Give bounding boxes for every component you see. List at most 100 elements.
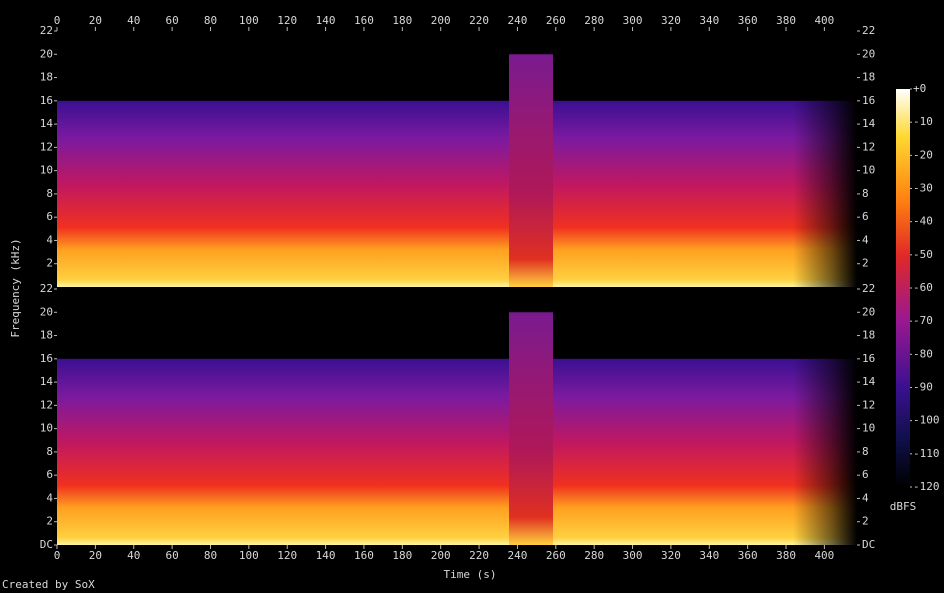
x-tick-label: 240 xyxy=(507,549,527,562)
x-tick-label: 300 xyxy=(623,549,643,562)
colorbar-tick-label: -20 xyxy=(913,148,933,161)
y-tick-label-right: 22 xyxy=(862,282,875,295)
y-tick-label: 18 xyxy=(40,71,53,84)
x-tick-label-top: 120 xyxy=(277,14,297,27)
x-tick-label: 160 xyxy=(354,549,374,562)
spectrogram-body xyxy=(57,358,857,545)
y-tick-label: 22 xyxy=(40,282,53,295)
y-tick-label-right: 10 xyxy=(862,422,875,435)
y-tick-label-right: 2 xyxy=(862,257,869,270)
y-tick-label-right: 4 xyxy=(862,233,869,246)
colorbar-tick-label: -120 xyxy=(913,480,940,493)
colorbar-tick-label: -110 xyxy=(913,447,940,460)
colorbar-tick-label: -30 xyxy=(913,182,933,195)
x-tick-label: 320 xyxy=(661,549,681,562)
colorbar-tick-label: -90 xyxy=(913,381,933,394)
y-tick-label: 4 xyxy=(46,233,53,246)
x-tick-label: 180 xyxy=(392,549,412,562)
x-tick-label: 20 xyxy=(89,549,102,562)
colorbar-tick-label: -80 xyxy=(913,347,933,360)
colorbar-tick-label: -100 xyxy=(913,414,940,427)
y-tick-label: 22 xyxy=(40,24,53,37)
y-tick-label: 16 xyxy=(40,352,53,365)
x-tick-label: 280 xyxy=(584,549,604,562)
spectrogram-burst xyxy=(509,54,553,287)
x-tick-label: 100 xyxy=(239,549,259,562)
y-tick-label-right: 20 xyxy=(862,47,875,60)
y-tick-label: 2 xyxy=(46,515,53,528)
y-tick-label-right: 20 xyxy=(862,305,875,318)
y-tick-label: 20 xyxy=(40,305,53,318)
y-tick-label: 20 xyxy=(40,47,53,60)
y-tick-label-right: 14 xyxy=(862,375,876,388)
x-tick-label-top: 220 xyxy=(469,14,489,27)
colorbar-tick-label: -70 xyxy=(913,314,933,327)
x-tick-label: 140 xyxy=(316,549,336,562)
x-tick-label: 220 xyxy=(469,549,489,562)
x-tick-label: 40 xyxy=(127,549,140,562)
x-tick-label-top: 0 xyxy=(54,14,61,27)
y-tick-label: 14 xyxy=(40,375,54,388)
x-tick-label-top: 400 xyxy=(814,14,834,27)
colorbar-tick-label: -10 xyxy=(913,115,933,128)
y-tick-label-right: 16 xyxy=(862,352,875,365)
y-tick-label: 6 xyxy=(46,468,53,481)
x-tick-label-top: 260 xyxy=(546,14,566,27)
x-tick-label: 360 xyxy=(738,549,758,562)
x-tick-label: 380 xyxy=(776,549,796,562)
colorbar-label: dBFS xyxy=(890,500,917,513)
y-tick-label: 12 xyxy=(40,140,53,153)
y-tick-label-right: 2 xyxy=(862,515,869,528)
x-tick-label: 80 xyxy=(204,549,217,562)
x-tick-label-top: 380 xyxy=(776,14,796,27)
colorbar-tick-label: -50 xyxy=(913,248,933,261)
y-tick-label-right: 8 xyxy=(862,187,869,200)
y-tick-label-right: 4 xyxy=(862,491,869,504)
y-tick-label: 16 xyxy=(40,94,53,107)
x-tick-label: 200 xyxy=(431,549,451,562)
x-tick-label-top: 320 xyxy=(661,14,681,27)
colorbar xyxy=(896,89,910,487)
y-tick-label-right: 16 xyxy=(862,94,875,107)
y-tick-label-right: 14 xyxy=(862,117,876,130)
x-tick-label-top: 360 xyxy=(738,14,758,27)
x-tick-label-top: 340 xyxy=(699,14,719,27)
y-tick-label-right: 12 xyxy=(862,398,875,411)
y-tick-label-right: DC xyxy=(862,538,875,551)
x-tick-label-top: 80 xyxy=(204,14,217,27)
y-tick-label: DC xyxy=(40,538,53,551)
x-tick-label-top: 20 xyxy=(89,14,102,27)
y-tick-label: 6 xyxy=(46,210,53,223)
y-tick-label: 8 xyxy=(46,187,53,200)
y-tick-label-right: 22 xyxy=(862,24,875,37)
x-tick-label: 260 xyxy=(546,549,566,562)
y-tick-label-right: 18 xyxy=(862,71,875,84)
x-tick-label-top: 60 xyxy=(165,14,178,27)
y-tick-label-right: 8 xyxy=(862,445,869,458)
x-tick-label-top: 100 xyxy=(239,14,259,27)
y-tick-label-right: 6 xyxy=(862,468,869,481)
spectrogram-burst xyxy=(509,312,553,545)
credit: Created by SoX xyxy=(2,578,95,591)
x-tick-label-top: 140 xyxy=(316,14,336,27)
x-tick-label: 120 xyxy=(277,549,297,562)
x-tick-label: 0 xyxy=(54,549,61,562)
x-axis-label: Time (s) xyxy=(444,568,497,581)
spectrogram-fade xyxy=(793,289,857,545)
y-tick-label: 4 xyxy=(46,491,53,504)
colorbar-tick-label: -60 xyxy=(913,281,933,294)
x-tick-label-top: 160 xyxy=(354,14,374,27)
spectrogram-fade xyxy=(793,31,857,287)
x-tick-label: 340 xyxy=(699,549,719,562)
y-tick-label: 2 xyxy=(46,257,53,270)
colorbar-tick-label: -40 xyxy=(913,215,933,228)
colorbar-tick-label: +0 xyxy=(913,82,926,95)
x-tick-label: 60 xyxy=(165,549,178,562)
y-tick-label-right: 10 xyxy=(862,164,875,177)
x-tick-label: 400 xyxy=(814,549,834,562)
y-tick-label: 12 xyxy=(40,398,53,411)
x-tick-label-top: 180 xyxy=(392,14,412,27)
x-tick-label-top: 280 xyxy=(584,14,604,27)
y-tick-label-right: 18 xyxy=(862,329,875,342)
